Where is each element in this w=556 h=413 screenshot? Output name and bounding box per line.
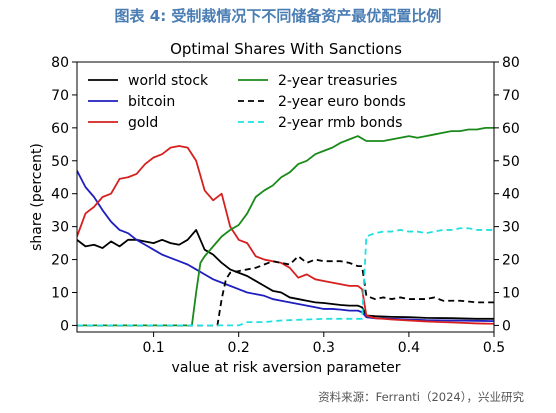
y-tick-label-left: 70 [51, 88, 69, 104]
y-tick-label-left: 60 [51, 121, 69, 137]
legend-label: bitcoin [128, 94, 175, 110]
series-line-gold [77, 145, 494, 325]
x-tick-label: 0.2 [228, 340, 250, 356]
x-tick-label: 0.4 [398, 340, 420, 356]
y-tick-label-right: 50 [502, 154, 520, 170]
y-tick-label-left: 80 [51, 55, 69, 71]
chart-title: Optimal Shares With Sanctions [170, 40, 402, 58]
y-tick-label-left: 40 [51, 187, 69, 203]
series-line-2-year-rmb-bonds [77, 227, 494, 327]
x-tick-label: 0.1 [142, 340, 164, 356]
x-tick-label: 0.3 [313, 340, 335, 356]
y-tick-label-right: 80 [502, 55, 520, 71]
y-tick-label-right: 30 [502, 220, 520, 236]
y-tick-label-left: 30 [51, 220, 69, 236]
series-line-bitcoin [77, 170, 494, 323]
y-tick-label-right: 0 [502, 318, 511, 334]
y-tick-label-left: 50 [51, 154, 69, 170]
y-tick-label-right: 60 [502, 121, 520, 137]
x-axis-label: value at risk aversion parameter [172, 360, 401, 376]
series-line-2-year-euro-bonds [77, 255, 494, 327]
x-tick-label: 0.5 [483, 340, 505, 356]
legend-label: gold [128, 115, 158, 131]
figure-caption: 图表 4: 受制裁情况下不同储备资产最优配置比例 [114, 7, 442, 25]
y-axis-label: share (percent) [29, 143, 45, 251]
series-line-world-stock [77, 229, 494, 320]
plot-frame [76, 61, 495, 333]
y-tick-label-left: 20 [51, 253, 69, 269]
source-note: 资料来源：Ferranti（2024），兴业研究 [318, 390, 524, 404]
legend-label: world stock [128, 73, 209, 89]
series-line-2-year-treasuries [77, 126, 494, 327]
y-tick-label-left: 0 [60, 318, 69, 334]
y-tick-label-right: 70 [502, 88, 520, 104]
legend-label: 2-year rmb bonds [278, 115, 402, 131]
y-tick-label-left: 10 [51, 285, 69, 301]
legend-label: 2-year treasuries [278, 73, 397, 89]
y-tick-label-right: 20 [502, 253, 520, 269]
legend-label: 2-year euro bonds [278, 94, 406, 110]
y-tick-label-right: 10 [502, 285, 520, 301]
y-tick-label-right: 40 [502, 187, 520, 203]
